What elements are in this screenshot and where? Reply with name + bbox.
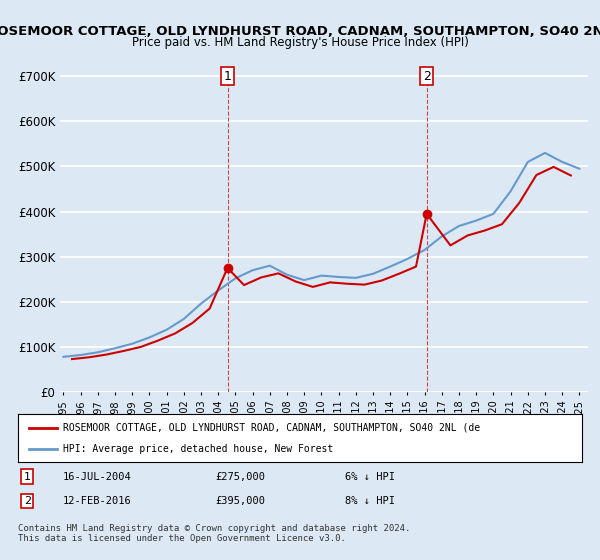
Text: Price paid vs. HM Land Registry's House Price Index (HPI): Price paid vs. HM Land Registry's House … [131, 36, 469, 49]
Text: ROSEMOOR COTTAGE, OLD LYNDHURST ROAD, CADNAM, SOUTHAMPTON, SO40 2NL (de: ROSEMOOR COTTAGE, OLD LYNDHURST ROAD, CA… [63, 423, 480, 433]
Text: 1: 1 [224, 70, 232, 83]
Text: 1: 1 [23, 472, 31, 482]
Text: 8% ↓ HPI: 8% ↓ HPI [345, 496, 395, 506]
Text: 16-JUL-2004: 16-JUL-2004 [63, 472, 132, 482]
Text: 2: 2 [23, 496, 31, 506]
Text: £395,000: £395,000 [215, 496, 265, 506]
Text: 12-FEB-2016: 12-FEB-2016 [63, 496, 132, 506]
Text: £275,000: £275,000 [215, 472, 265, 482]
Text: 6% ↓ HPI: 6% ↓ HPI [345, 472, 395, 482]
Text: 2: 2 [423, 70, 431, 83]
Text: ROSEMOOR COTTAGE, OLD LYNDHURST ROAD, CADNAM, SOUTHAMPTON, SO40 2NL: ROSEMOOR COTTAGE, OLD LYNDHURST ROAD, CA… [0, 25, 600, 38]
Text: HPI: Average price, detached house, New Forest: HPI: Average price, detached house, New … [63, 444, 334, 454]
Text: Contains HM Land Registry data © Crown copyright and database right 2024.
This d: Contains HM Land Registry data © Crown c… [18, 524, 410, 543]
